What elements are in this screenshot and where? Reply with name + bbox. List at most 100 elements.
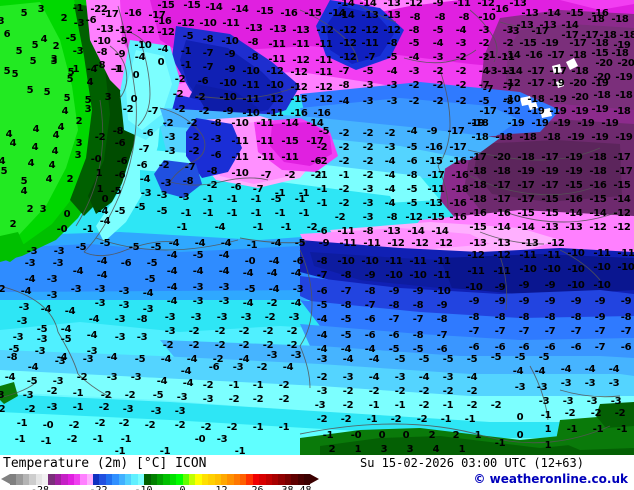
temperature-value: -8: [364, 286, 376, 297]
temperature-value: -1: [114, 446, 126, 456]
temperature-value: -6: [518, 342, 530, 353]
temperature-value: -11: [363, 238, 381, 249]
temperature-value: -2: [338, 142, 350, 153]
temperature-value: -6: [388, 330, 400, 341]
temperature-value: -3: [394, 372, 406, 383]
temperature-value: -10: [199, 18, 217, 29]
temperature-value: 0: [157, 57, 165, 68]
temperature-value: -13: [383, 0, 401, 9]
temperature-value: -18: [591, 38, 609, 49]
temperature-value: -3: [342, 372, 354, 383]
temperature-value: -3: [584, 378, 596, 389]
temperature-value: -12: [266, 94, 284, 105]
temperature-value: -2: [490, 400, 502, 411]
temperature-value: -3: [192, 282, 204, 293]
temperature-value: -2: [94, 418, 106, 429]
temperature-value: -2: [455, 96, 467, 107]
temperature-value: -1: [92, 434, 104, 445]
temperature-value: 4: [27, 158, 35, 169]
temperature-value: -13: [96, 24, 114, 35]
temperature-value: -4: [99, 216, 111, 227]
temperature-value: -14: [337, 10, 355, 21]
temperature-value: -18: [589, 152, 607, 163]
temperature-value: -2: [442, 386, 454, 397]
temperature-value: -12: [383, 25, 401, 36]
temperature-value: -10: [503, 94, 521, 105]
temperature-value: -18: [495, 132, 513, 143]
temperature-value: -3: [130, 372, 142, 383]
temperature-value: -3: [174, 406, 186, 417]
temperature-value: -2: [466, 400, 478, 411]
temperature-value: -1: [278, 422, 290, 433]
temperature-value: -1: [316, 198, 328, 209]
temperature-value: -4: [88, 314, 100, 325]
temperature-value: -3: [94, 298, 106, 309]
temperature-value: -17: [493, 194, 511, 205]
temperature-value: -7: [364, 300, 376, 311]
temperature-value: -10: [519, 264, 537, 275]
temperature-value: -8: [362, 226, 374, 237]
temperature-value: -4: [560, 364, 572, 375]
temperature-value: -2: [340, 414, 352, 425]
temperature-value: -7: [412, 314, 424, 325]
temperature-value: -11: [231, 152, 249, 163]
temperature-value: -16: [565, 194, 583, 205]
temperature-value: -1: [368, 400, 380, 411]
temperature-value: -18: [615, 90, 633, 101]
temperature-value: -20: [593, 72, 611, 83]
temperature-value: -1: [72, 388, 84, 399]
temperature-value: -12: [467, 250, 485, 261]
temperature-value: -16: [425, 142, 443, 153]
temperature-value: -4: [364, 344, 376, 355]
temperature-value: -13: [361, 10, 379, 21]
temperature-value: -1: [494, 438, 506, 449]
temperature-value: -17: [547, 50, 565, 61]
temperature-value: 4: [45, 174, 53, 185]
temperature-value: -13: [245, 23, 263, 34]
temperature-value: -1: [298, 188, 310, 199]
temperature-value: -7: [138, 144, 150, 155]
temperature-value: -2: [306, 222, 318, 233]
colorbar: [10, 474, 311, 485]
temperature-value: -19: [613, 40, 631, 51]
temperature-value: -5: [60, 334, 72, 345]
temperature-value: -4: [266, 268, 278, 279]
temperature-value: -11: [242, 94, 260, 105]
temperature-value: -4: [182, 378, 194, 389]
temperature-value: -5: [128, 242, 140, 253]
temperature-map[interactable]: 6 5 3 5 3 4 5 5 5 5 5 3 2 5 -1 2 -3 -5 -3 3 1 -4 -1 5 4 3 5 5 5 4 3 -6-…: [0, 0, 634, 455]
temperature-value: -1: [252, 380, 264, 391]
temperature-value: -13: [269, 24, 287, 35]
temperature-value: 1: [544, 440, 552, 451]
temperature-value: -11: [281, 152, 299, 163]
temperature-value: -1: [159, 446, 171, 456]
temperature-value: -11: [433, 270, 451, 281]
temperature-value: -11: [292, 39, 310, 50]
colorbar-swatch: [144, 474, 151, 485]
temperature-value: 1: [72, 64, 80, 75]
temperature-value: -3: [24, 258, 36, 269]
temperature-value: -18: [469, 166, 487, 177]
temperature-value: -4: [166, 250, 178, 261]
temperature-value: -12: [477, 0, 495, 9]
temperature-value: -7: [594, 342, 606, 353]
temperature-value: -8: [388, 300, 400, 311]
temperature-value: 5: [20, 176, 28, 187]
colorbar-swatch: [182, 474, 189, 485]
temperature-value: -6: [208, 362, 220, 373]
temperature-value: 0: [101, 194, 109, 205]
temperature-value: 1: [354, 444, 362, 455]
temperature-value: -13: [469, 238, 487, 249]
temperature-value: -12: [115, 25, 133, 36]
temperature-value: -3: [36, 334, 48, 345]
temperature-value: -16: [469, 208, 487, 219]
temperature-value: -7: [494, 326, 506, 337]
temperature-value: -19: [549, 94, 567, 105]
temperature-value: -1: [252, 222, 264, 233]
colorbar-swatch: [150, 474, 157, 485]
temperature-value: -1: [322, 430, 334, 441]
temperature-value: -9: [544, 280, 556, 291]
temperature-value: -6: [136, 160, 148, 171]
temperature-value: -12: [405, 212, 423, 223]
temperature-value: -3: [70, 284, 82, 295]
